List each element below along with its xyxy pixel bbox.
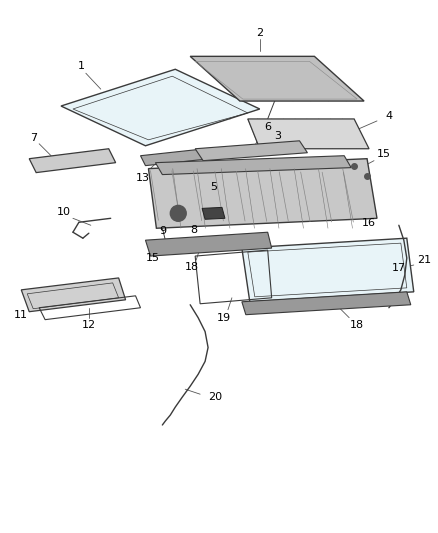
Text: 12: 12 xyxy=(82,320,96,329)
Text: 5: 5 xyxy=(211,182,218,191)
Polygon shape xyxy=(195,141,307,160)
Text: 1: 1 xyxy=(78,61,85,71)
Polygon shape xyxy=(141,149,210,166)
Text: 7: 7 xyxy=(30,133,37,143)
Text: 15: 15 xyxy=(377,149,391,159)
Text: 20: 20 xyxy=(208,392,222,402)
Text: 19: 19 xyxy=(217,313,231,322)
Text: 18: 18 xyxy=(350,320,364,329)
Text: 18: 18 xyxy=(185,262,199,272)
Polygon shape xyxy=(155,156,351,175)
Text: 16: 16 xyxy=(362,219,376,228)
Text: 2: 2 xyxy=(256,28,263,38)
Text: 4: 4 xyxy=(385,111,392,121)
Text: 17: 17 xyxy=(392,263,406,273)
Polygon shape xyxy=(148,159,377,228)
Text: 8: 8 xyxy=(191,225,198,235)
Polygon shape xyxy=(61,69,260,146)
Text: 9: 9 xyxy=(159,226,166,236)
Text: 13: 13 xyxy=(135,173,149,183)
Text: 3: 3 xyxy=(274,131,281,141)
Text: 10: 10 xyxy=(57,207,71,217)
Polygon shape xyxy=(29,149,116,173)
Text: 6: 6 xyxy=(264,122,271,132)
Polygon shape xyxy=(190,56,364,101)
Text: 15: 15 xyxy=(145,253,159,263)
Circle shape xyxy=(170,205,186,221)
Polygon shape xyxy=(242,238,414,302)
Polygon shape xyxy=(21,278,126,312)
Polygon shape xyxy=(202,207,225,219)
Polygon shape xyxy=(145,232,272,256)
Text: 21: 21 xyxy=(417,255,431,265)
Text: 11: 11 xyxy=(14,310,28,320)
Polygon shape xyxy=(242,292,411,314)
Polygon shape xyxy=(248,119,369,149)
